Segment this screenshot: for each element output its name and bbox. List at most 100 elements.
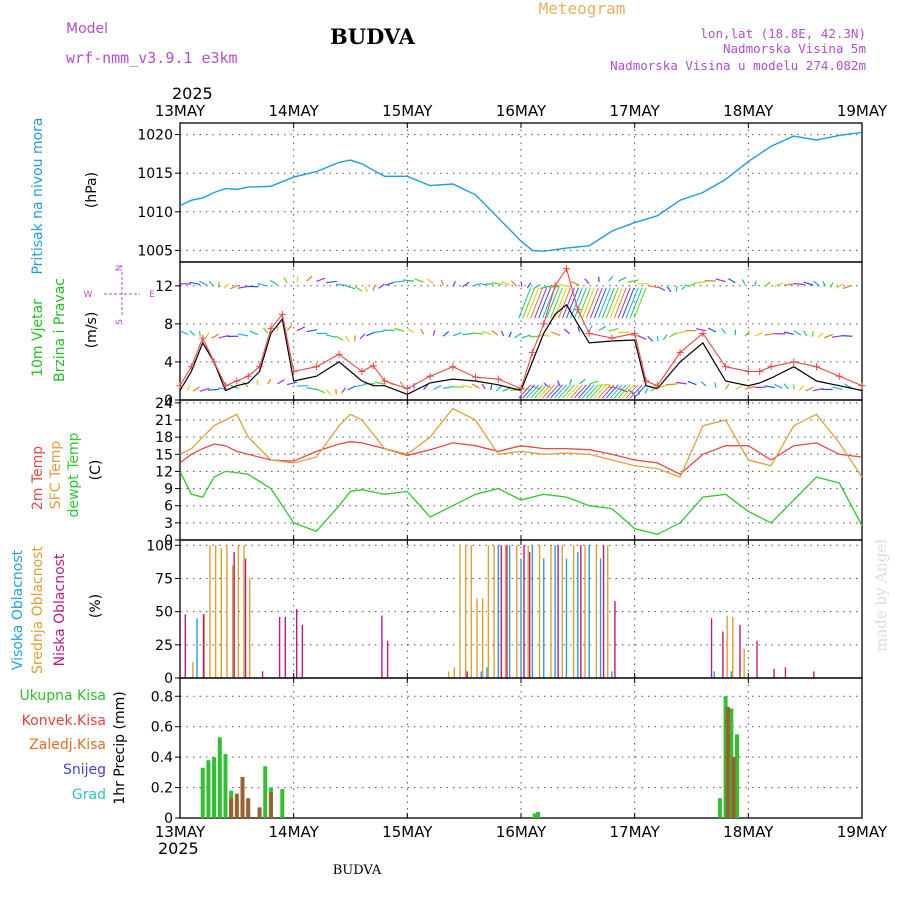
precip-total-bar	[200, 767, 205, 818]
wind-hatch	[593, 384, 607, 399]
wind-arrow	[189, 281, 201, 285]
wind-hatch	[518, 287, 532, 319]
wind-arrow	[326, 280, 337, 284]
altitude-text: Nadmorska Visina 5m	[723, 41, 866, 56]
wind-hatch	[530, 287, 544, 319]
wind-arrow	[508, 331, 512, 338]
y-tick-label: 21	[155, 413, 173, 429]
precip-total-bar	[212, 757, 217, 818]
wind-hatch	[609, 384, 623, 399]
bottom-date-labels: 13MAY 14MAY 15MAY 16MAY 17MAY 18MAY 19MAY	[155, 823, 888, 841]
wind-arrow	[341, 387, 347, 394]
watermark: made by Angel	[872, 539, 890, 652]
wind-hatch	[538, 287, 552, 319]
wind-hatch	[577, 287, 591, 319]
legend-strat: Zaledj.Kisa	[29, 737, 106, 753]
wind-arrow	[296, 326, 306, 332]
wind-arrow	[237, 333, 249, 337]
wind-arrow	[608, 275, 614, 282]
wind-hatch	[546, 384, 559, 399]
wind-hatch	[601, 384, 615, 399]
wind-arrow	[440, 279, 444, 286]
wind-label-2: Brzina i Pravac	[52, 278, 68, 382]
wind-arrow	[657, 384, 668, 389]
wind-arrow	[414, 278, 424, 283]
wind-arrow	[700, 380, 707, 387]
wind-arrow	[345, 335, 350, 342]
wind-arrow	[374, 381, 385, 385]
temp-line-2	[179, 470, 863, 535]
temp-ylabels: 2m Temp SFC Temp dewpt Temp (C)	[30, 432, 104, 517]
wind-arrow	[199, 387, 210, 392]
y-tick-label: 9	[164, 482, 173, 498]
wind-arrow	[598, 325, 607, 332]
wind-arrow	[735, 384, 743, 391]
wind-hatch	[573, 287, 587, 319]
wind-hatch	[566, 384, 579, 399]
wind-arrow	[186, 384, 191, 391]
wind-arrow	[764, 281, 771, 288]
wind-arrow	[783, 383, 789, 390]
wind-arrow	[326, 334, 337, 338]
precip-unit: 1hr Precip (mm)	[112, 691, 128, 804]
bottom-date-label: 13MAY	[155, 823, 206, 841]
wind-hatch	[554, 384, 567, 399]
wind-arrow	[823, 333, 833, 339]
wind-arrow	[256, 379, 259, 386]
wind-arrow	[695, 280, 707, 284]
wind-arrow	[628, 279, 639, 283]
wind-hatch	[629, 287, 643, 319]
wind-label-1: 10m Vjetar	[30, 299, 46, 377]
compass-s: S	[115, 319, 125, 325]
precip-total-bar	[723, 696, 728, 818]
wind-arrow	[208, 280, 214, 287]
wind-hatch	[589, 384, 603, 399]
wind-arrow	[277, 379, 285, 385]
wind-arrow	[793, 330, 802, 336]
top-date-label: 13MAY	[155, 102, 206, 120]
wind-arrow	[647, 335, 653, 342]
y-tick-label: 0	[164, 533, 173, 549]
top-date-label: 14MAY	[269, 102, 320, 120]
precip-total-bar	[223, 754, 228, 818]
y-tick-label: 0	[164, 671, 173, 687]
wind-arrow	[695, 328, 707, 332]
model-name: wrf-nmm_v3.9.1 e3km	[66, 49, 238, 67]
wind-arrow	[521, 334, 531, 339]
wind-hatch	[566, 287, 579, 319]
wind-arrow	[687, 282, 697, 287]
model-altitude-text: Nadmorska Visina u modelu 274.082m	[610, 58, 866, 73]
wind-arrow	[374, 330, 385, 334]
bottom-date-label: 16MAY	[496, 823, 547, 841]
wind-arrow	[355, 286, 363, 292]
wind-arrow	[325, 389, 332, 395]
precip-total-bar	[206, 760, 211, 818]
station-title: BUDVA	[330, 24, 416, 49]
compass-w: W	[84, 290, 93, 300]
wind-arrow	[832, 386, 843, 390]
wind-arrow	[681, 284, 688, 290]
wind-arrow	[715, 278, 726, 283]
wind-arrow	[237, 285, 249, 289]
wind-arrow	[721, 328, 727, 334]
wind-arrow	[665, 383, 677, 386]
pressure-label: Pritisak na nivou mora	[30, 117, 46, 274]
wind-arrow	[650, 386, 658, 392]
y-tick-label: 0.4	[151, 750, 173, 766]
wind-arrow	[205, 332, 210, 338]
wind-hatch	[526, 287, 540, 319]
wind-arrow	[526, 282, 532, 289]
panel-pressure: 1005 1010 1015 1020	[137, 122, 863, 263]
wind-hatch	[562, 384, 575, 399]
wind-arrow	[675, 285, 678, 292]
temp-unit: (C)	[88, 460, 104, 481]
wind-arrow	[306, 329, 318, 333]
wind-unit: (m/s)	[84, 312, 100, 349]
panel-clouds: 0 25 50 75 100	[146, 538, 863, 687]
precip-total-bar	[280, 789, 285, 818]
wind-arrow	[287, 381, 298, 386]
wind-arrow	[230, 284, 239, 290]
wind-arrow	[841, 335, 853, 337]
